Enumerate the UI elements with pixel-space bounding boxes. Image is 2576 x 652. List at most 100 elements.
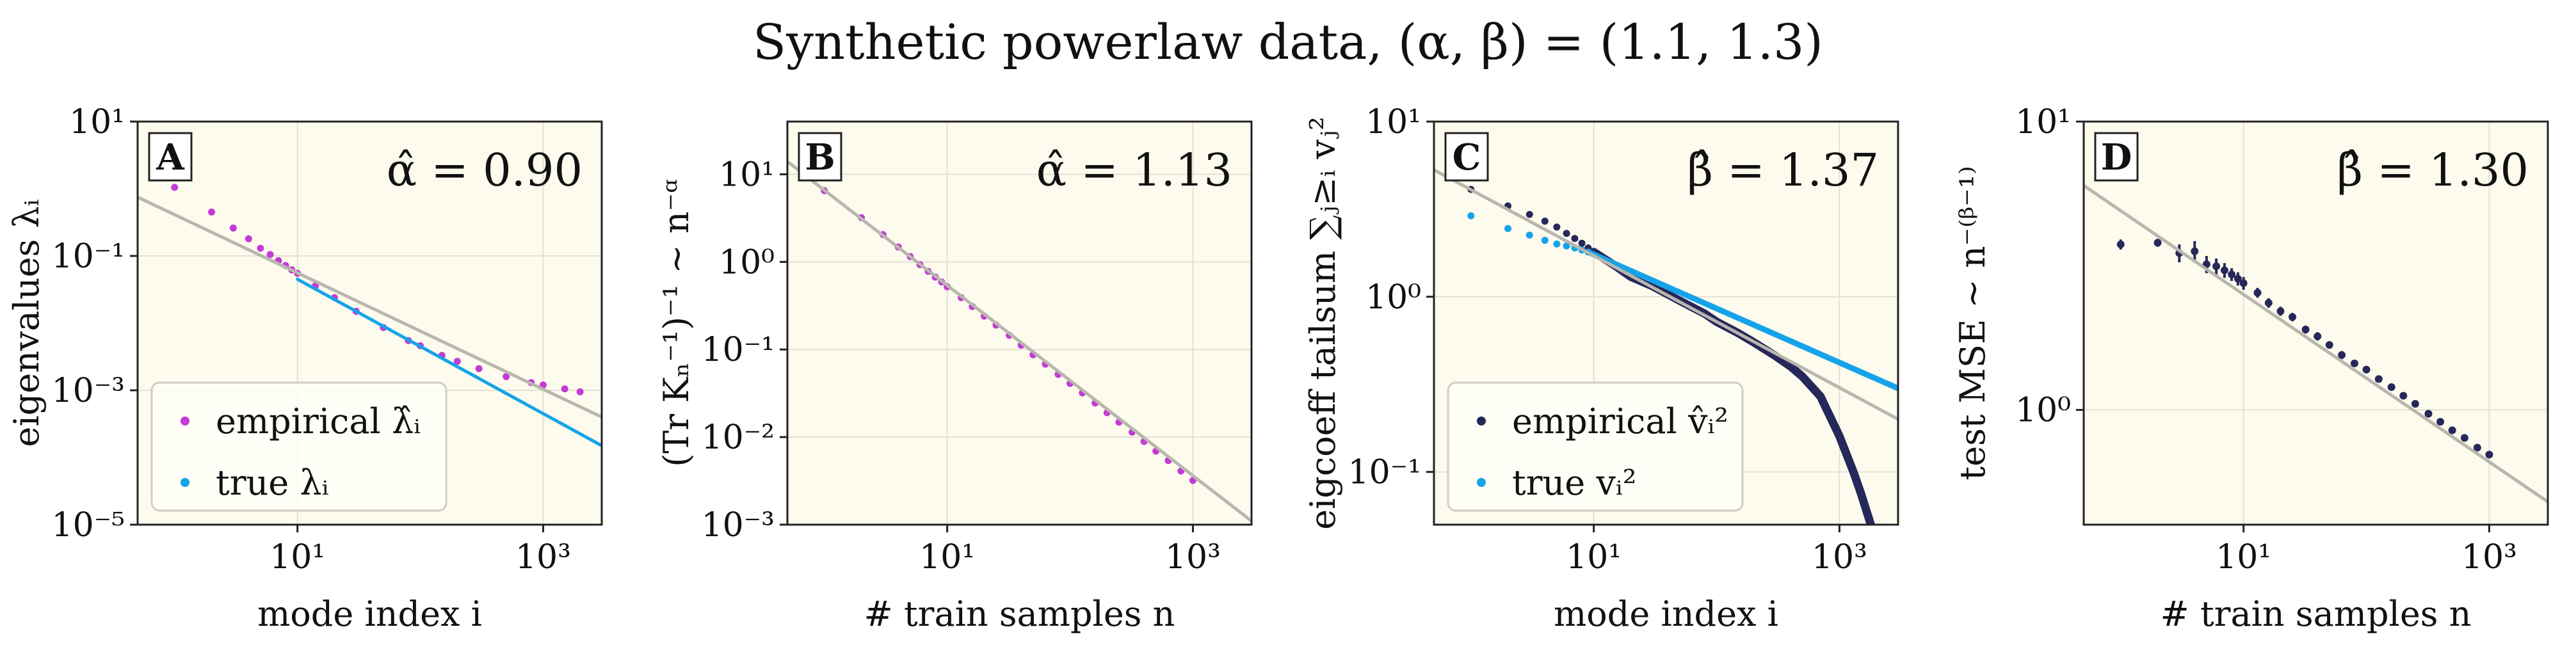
point-empirical bbox=[2253, 289, 2262, 297]
plot-content bbox=[138, 184, 602, 448]
point-empirical bbox=[2234, 274, 2242, 283]
y-tick-label: 10⁻³ bbox=[702, 506, 775, 545]
panel-A: 10¹ 10³ 10¹ 10⁻¹ 10⁻³ 10⁻⁵ mode index i eigenva… bbox=[6, 103, 603, 634]
point-empirical bbox=[503, 373, 510, 381]
y-axis-label: (Tr Kₙ⁻¹)⁻¹ ∼ n⁻ᵅ bbox=[656, 179, 696, 467]
x-axis-label: mode index i bbox=[257, 594, 482, 634]
y-tick-label: 10¹ bbox=[69, 103, 125, 141]
point-true bbox=[1467, 212, 1475, 219]
plot-content bbox=[787, 159, 1252, 523]
point-empirical bbox=[2350, 359, 2358, 367]
point-empirical bbox=[2289, 313, 2297, 321]
figure-title: Synthetic powerlaw data, (α, β) = (1.1, … bbox=[753, 13, 1823, 70]
point-empirical bbox=[475, 365, 483, 372]
point-empirical bbox=[2338, 351, 2346, 359]
legend-box bbox=[150, 381, 447, 512]
panel-letter-box bbox=[148, 132, 193, 182]
point-empirical bbox=[208, 208, 216, 216]
point-empirical bbox=[2301, 326, 2310, 334]
point-empirical bbox=[2239, 279, 2248, 287]
x-tick-label: 10³ bbox=[515, 538, 571, 576]
y-axis-label: eigcoeff tailsum ∑ⱼ≥ᵢ vⱼ² bbox=[1303, 116, 1343, 530]
fit-annotation: β̂ = 1.30 bbox=[2337, 144, 2529, 196]
panel-letter: C bbox=[1453, 136, 1481, 179]
panel-letter: D bbox=[2101, 136, 2132, 179]
fit-annotation: β̂ = 1.37 bbox=[1687, 144, 1879, 196]
x-tick-label: 10¹ bbox=[270, 538, 325, 576]
point-empirical bbox=[2276, 307, 2285, 315]
point-empirical bbox=[1578, 239, 1586, 247]
series-fit-line bbox=[1434, 168, 1898, 421]
legend-marker bbox=[181, 478, 189, 487]
y-tick-label: 10⁰ bbox=[719, 243, 775, 282]
y-tick-label: 10⁰ bbox=[1365, 278, 1421, 317]
axes-frame bbox=[1433, 120, 1899, 526]
point-empirical bbox=[453, 358, 461, 365]
point-empirical bbox=[245, 235, 252, 243]
panel-letter: B bbox=[805, 136, 835, 179]
plot-content bbox=[2084, 184, 2548, 504]
y-tick-label: 10⁻⁵ bbox=[52, 506, 125, 545]
fit-annotation: α̂ = 1.13 bbox=[1036, 144, 1232, 196]
axes-frame bbox=[136, 120, 603, 526]
point-true bbox=[1553, 240, 1561, 248]
panel-letter-box bbox=[1444, 132, 1489, 182]
point-empirical bbox=[2411, 400, 2419, 408]
point-true bbox=[1504, 225, 1512, 232]
x-axis-label: # train samples n bbox=[2161, 594, 2472, 634]
point-empirical bbox=[2116, 240, 2125, 248]
point-empirical bbox=[2374, 375, 2383, 383]
point-empirical bbox=[2448, 426, 2456, 434]
panel-letter: A bbox=[156, 136, 185, 179]
legend-label: true λᵢ bbox=[216, 463, 329, 503]
y-tick-label: 10⁻¹ bbox=[1348, 454, 1421, 492]
legend-label: empirical λ̂ᵢ bbox=[216, 401, 421, 441]
point-empirical bbox=[1571, 235, 1579, 243]
point-empirical bbox=[2264, 299, 2273, 307]
legend-box bbox=[1447, 381, 1744, 512]
point-true bbox=[1541, 237, 1549, 244]
panel-B: 10¹ 10³ 10¹ 10⁰ 10⁻¹ 10⁻² 10⁻³ # train samples … bbox=[656, 120, 1253, 634]
point-empirical bbox=[2153, 239, 2162, 247]
y-tick-label: 10⁻² bbox=[702, 418, 775, 457]
y-tick-label: 10¹ bbox=[1365, 103, 1421, 141]
point-true bbox=[1563, 242, 1570, 250]
x-tick-label: 10³ bbox=[2461, 538, 2517, 576]
y-axis-label: test MSE ∼ n⁻⁽ᵝ⁻¹⁾ bbox=[1952, 166, 1993, 480]
legend-marker bbox=[181, 417, 189, 425]
y-tick-label: 10⁻¹ bbox=[52, 237, 125, 276]
point-empirical bbox=[2460, 434, 2468, 442]
series-fit-line bbox=[138, 195, 602, 419]
point-empirical bbox=[2314, 332, 2322, 340]
point-empirical bbox=[2362, 365, 2371, 374]
point-empirical bbox=[1525, 211, 1533, 218]
point-empirical bbox=[561, 385, 568, 393]
panel-letter-box bbox=[798, 132, 842, 182]
y-axis-label: eigenvalues λᵢ bbox=[6, 199, 47, 447]
y-tick-label: 10¹ bbox=[2015, 103, 2071, 141]
x-tick-label: 10³ bbox=[1812, 538, 1867, 576]
point-empirical bbox=[2191, 247, 2199, 255]
point-empirical bbox=[2436, 418, 2445, 426]
panel-D: 10¹ 10³ 10¹ 10⁰ # train samples n test MSE ∼ … bbox=[1952, 103, 2549, 634]
series-fit-line bbox=[2084, 184, 2548, 504]
legend-label: empirical v̂ᵢ² bbox=[1512, 401, 1728, 441]
axes-frame bbox=[786, 120, 1253, 526]
plot-content bbox=[1434, 168, 1898, 525]
y-tick-label: 10¹ bbox=[719, 155, 775, 194]
point-empirical bbox=[229, 224, 237, 232]
point-empirical bbox=[1541, 218, 1549, 225]
point-empirical bbox=[576, 388, 584, 395]
plot-area bbox=[787, 122, 1252, 525]
point-true bbox=[1525, 231, 1533, 239]
legend-label: true vᵢ² bbox=[1512, 463, 1636, 503]
legend-marker bbox=[1477, 478, 1486, 487]
x-tick-label: 10¹ bbox=[2216, 538, 2271, 576]
plot-area bbox=[2084, 122, 2548, 525]
point-empirical bbox=[171, 184, 179, 191]
x-axis-label: # train samples n bbox=[864, 594, 1175, 634]
point-empirical bbox=[1553, 223, 1561, 231]
point-empirical bbox=[2399, 392, 2408, 400]
x-axis-label: mode index i bbox=[1554, 594, 1778, 634]
